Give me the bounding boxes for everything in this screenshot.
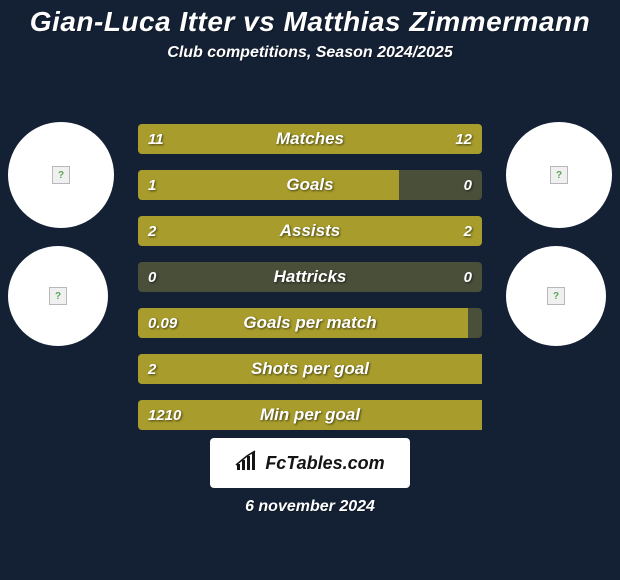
bar-fill-left	[138, 216, 310, 246]
date-label: 6 november 2024	[0, 498, 620, 516]
stat-row: Hattricks00	[138, 262, 482, 292]
bar-fill-left	[138, 124, 303, 154]
bar-fill-right	[303, 124, 482, 154]
stat-row: Min per goal1210	[138, 400, 482, 430]
source-badge-text: FcTables.com	[265, 453, 384, 474]
left-circle-column: ??	[8, 122, 114, 346]
source-badge: FcTables.com	[210, 438, 410, 488]
stat-row: Shots per goal2	[138, 354, 482, 384]
bar-track	[138, 262, 482, 292]
page-title: Gian-Luca Itter vs Matthias Zimmermann	[0, 0, 620, 38]
stat-row: Matches1112	[138, 124, 482, 154]
stat-row: Assists22	[138, 216, 482, 246]
page-subtitle: Club competitions, Season 2024/2025	[0, 44, 620, 62]
bar-fill-left	[138, 400, 482, 430]
player2-nation-flag: ?	[506, 246, 606, 346]
stat-bars: Matches1112 Goals10 Assists22 Hattricks00 Go…	[138, 124, 482, 430]
image-placeholder-icon: ?	[550, 166, 568, 184]
player1-club-logo: ?	[8, 122, 114, 228]
bar-fill-left	[138, 354, 482, 384]
image-placeholder-icon: ?	[52, 166, 70, 184]
bar-fill-left	[138, 308, 468, 338]
right-circle-column: ??	[506, 122, 612, 346]
bar-fill-right	[310, 216, 482, 246]
comparison-card: Gian-Luca Itter vs Matthias Zimmermann C…	[0, 0, 620, 580]
player2-club-logo: ?	[506, 122, 612, 228]
stat-row: Goals10	[138, 170, 482, 200]
bar-fill-left	[138, 170, 399, 200]
image-placeholder-icon: ?	[547, 287, 565, 305]
image-placeholder-icon: ?	[49, 287, 67, 305]
player1-nation-flag: ?	[8, 246, 108, 346]
stat-row: Goals per match0.09	[138, 308, 482, 338]
chart-icon	[235, 450, 261, 477]
